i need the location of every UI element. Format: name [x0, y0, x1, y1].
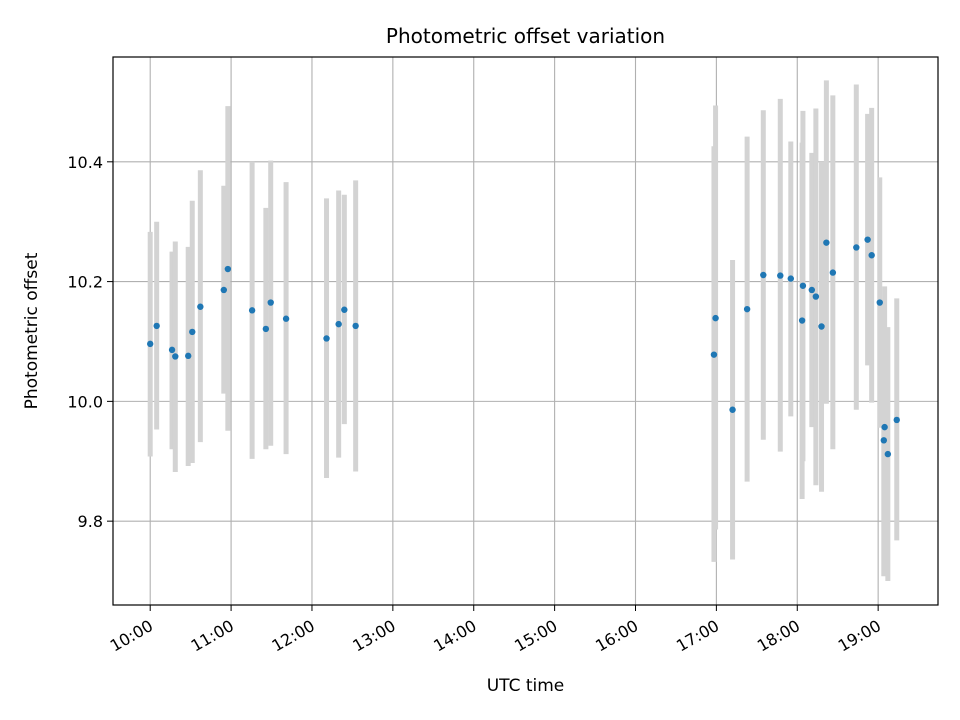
y-axis-ticks: 9.8 10.0 10.2 10.4 [67, 153, 113, 531]
data-point [220, 286, 228, 294]
data-point [282, 315, 290, 322]
data-point [197, 303, 204, 310]
data-point [185, 352, 192, 360]
plot-area-frame [112, 56, 939, 606]
x-axis-label: UTC time [487, 676, 565, 696]
data-point [729, 406, 736, 413]
data-point [823, 239, 830, 246]
data-point [853, 244, 860, 251]
data-point [323, 335, 330, 342]
data-point [267, 299, 274, 306]
data-point [147, 340, 154, 348]
data-points [147, 236, 900, 458]
data-point [864, 236, 871, 243]
data-point [712, 314, 719, 322]
data-point [341, 306, 348, 313]
data-point [868, 252, 875, 259]
data-point [760, 271, 767, 279]
data-point [335, 320, 342, 328]
data-point [818, 323, 825, 330]
data-point [829, 269, 837, 276]
data-point [798, 317, 806, 324]
data-point [189, 328, 196, 336]
data-point [248, 307, 256, 314]
data-point [710, 351, 718, 358]
data-point [224, 265, 232, 273]
y-tick-label: 10.0 [67, 392, 103, 411]
y-axis-label: Photometric offset [22, 252, 42, 409]
y-tick-label: 10.2 [67, 273, 103, 292]
data-point [884, 450, 892, 458]
data-point [799, 282, 807, 289]
data-point [352, 322, 359, 330]
data-point [893, 416, 900, 424]
data-point [876, 299, 883, 306]
data-point [168, 346, 176, 354]
data-point [743, 305, 751, 313]
data-point [172, 353, 179, 360]
y-tick-label: 10.4 [67, 153, 103, 172]
data-point [808, 286, 816, 294]
data-point [777, 272, 784, 279]
data-point [812, 293, 820, 300]
data-point [262, 325, 270, 333]
y-tick-label: 9.8 [78, 512, 103, 531]
data-point [881, 423, 888, 431]
data-point [787, 275, 794, 282]
data-point [153, 322, 160, 330]
chart-title: Photometric offset variation [386, 24, 665, 48]
data-point [880, 437, 888, 444]
